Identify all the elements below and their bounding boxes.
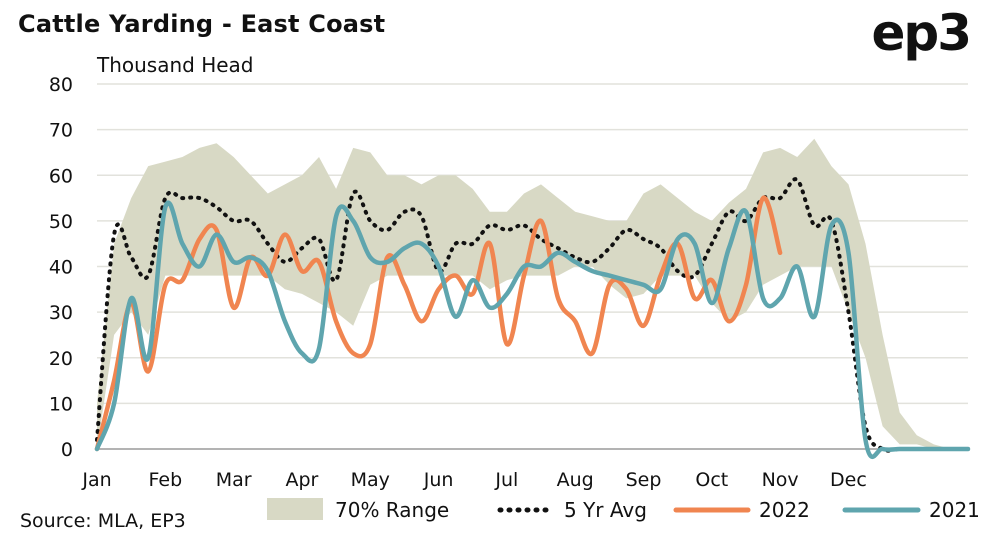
line-2022 bbox=[94, 195, 783, 452]
x-tick-label: Sep bbox=[626, 469, 662, 491]
x-tick-label: Jun bbox=[423, 469, 454, 491]
y-tick-label: 80 bbox=[49, 74, 73, 96]
x-tick-label: Apr bbox=[286, 469, 319, 491]
x-ticks: Jan Feb Mar Apr May Jun Jul Aug Sep Oct Nov Dec bbox=[81, 469, 866, 491]
y-axis-label: Thousand Head bbox=[96, 53, 254, 77]
y-tick-label: 0 bbox=[61, 439, 73, 461]
y-tick-label: 70 bbox=[49, 120, 73, 142]
avg-line-layer bbox=[95, 177, 970, 453]
legend-label-range: 70% Range bbox=[335, 498, 449, 522]
line-2022-layer bbox=[94, 195, 783, 452]
legend-label-2021: 2021 bbox=[929, 498, 980, 522]
line-2021 bbox=[94, 200, 971, 459]
y-tick-label: 10 bbox=[49, 393, 73, 415]
legend: 70% Range 5 Yr Avg 2022 2021 bbox=[267, 498, 980, 522]
x-tick-label: Feb bbox=[148, 469, 182, 491]
y-tick-label: 30 bbox=[49, 302, 73, 324]
y-tick-label: 40 bbox=[49, 257, 73, 279]
legend-label-avg: 5 Yr Avg bbox=[564, 498, 647, 522]
line-2021-layer bbox=[94, 200, 971, 459]
avg-line bbox=[95, 177, 970, 453]
x-tick-label: Jan bbox=[81, 469, 111, 491]
x-tick-label: Dec bbox=[830, 469, 867, 491]
x-tick-label: Aug bbox=[557, 469, 594, 491]
y-tick-label: 50 bbox=[49, 211, 73, 233]
y-tick-label: 60 bbox=[49, 165, 73, 187]
legend-swatch-range bbox=[267, 498, 323, 520]
x-tick-label: Jul bbox=[494, 469, 518, 491]
legend-label-2022: 2022 bbox=[759, 498, 810, 522]
chart-title: Cattle Yarding - East Coast bbox=[18, 10, 386, 38]
x-tick-label: Oct bbox=[695, 469, 728, 491]
y-tick-label: 20 bbox=[49, 348, 73, 370]
x-tick-label: May bbox=[351, 469, 390, 491]
y-ticks: 0 10 20 30 40 50 60 70 80 bbox=[49, 74, 73, 461]
x-tick-label: Nov bbox=[762, 469, 799, 491]
ep3-logo: ep3 bbox=[871, 4, 972, 62]
x-tick-label: Mar bbox=[216, 469, 252, 491]
source-note: Source: MLA, EP3 bbox=[20, 510, 186, 532]
